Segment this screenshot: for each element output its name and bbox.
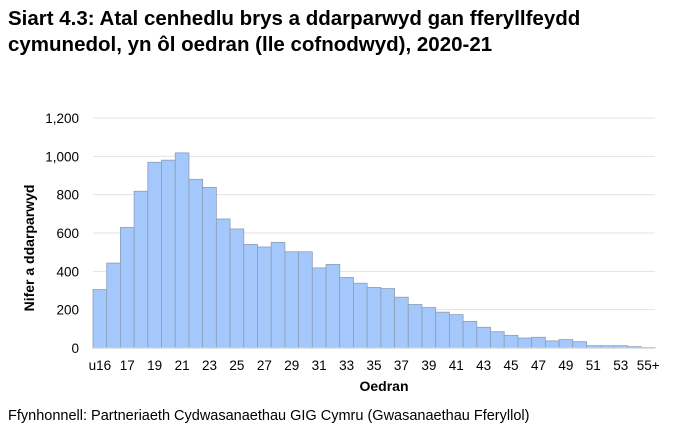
y-tick-label: 800 <box>56 188 79 203</box>
y-tick-label: 400 <box>56 264 79 279</box>
bar <box>243 244 258 349</box>
x-tick-label: u16 <box>89 358 112 373</box>
bar <box>503 334 519 349</box>
x-tick-label: 53 <box>613 358 628 373</box>
bar <box>161 159 176 349</box>
x-tick-label: 17 <box>120 358 135 373</box>
bar <box>215 218 231 349</box>
bar <box>435 311 450 349</box>
bar <box>92 289 108 349</box>
x-tick-label: 51 <box>586 358 601 373</box>
y-tick-label: 1,200 <box>45 111 79 126</box>
bar <box>339 277 354 349</box>
bar <box>421 307 437 349</box>
bar <box>311 267 327 349</box>
bar <box>558 339 574 349</box>
x-tick-label: 23 <box>202 358 217 373</box>
bar <box>284 251 300 349</box>
bar <box>147 161 162 349</box>
bar <box>120 227 135 349</box>
bar <box>380 288 395 349</box>
bar <box>325 264 341 349</box>
x-tick-label: 43 <box>476 358 491 373</box>
bar <box>531 336 546 349</box>
x-tick-label: 39 <box>421 358 436 373</box>
y-tick-label: 0 <box>71 341 79 356</box>
bar <box>353 282 368 349</box>
bar <box>572 341 587 349</box>
x-tick-label: 37 <box>394 358 409 373</box>
bar <box>133 190 149 349</box>
x-tick-label: 31 <box>312 358 327 373</box>
bar <box>366 287 382 349</box>
bar <box>257 246 272 349</box>
bar <box>476 326 491 349</box>
x-tick-label: 47 <box>531 358 546 373</box>
bar <box>517 337 533 349</box>
bar <box>490 331 505 349</box>
x-tick-label: 49 <box>558 358 573 373</box>
bar <box>448 314 464 349</box>
x-tick-label: 27 <box>257 358 272 373</box>
source-note: Ffynhonnell: Partneriaeth Cydwasanaethau… <box>8 408 530 424</box>
x-tick-label: 55+ <box>637 358 660 373</box>
x-tick-label: 35 <box>366 358 381 373</box>
bar <box>174 152 190 349</box>
bar <box>462 320 478 349</box>
bar <box>202 186 217 349</box>
bar <box>407 304 423 349</box>
bar <box>229 228 245 349</box>
y-tick-label: 200 <box>56 303 79 318</box>
chart-title: Siart 4.3: Atal cenhedlu brys a ddarparw… <box>8 7 581 56</box>
x-tick-label: 21 <box>175 358 190 373</box>
y-tick-label: 600 <box>56 226 79 241</box>
bar <box>544 340 560 349</box>
y-axis-label: Nifer a ddarparwyd <box>21 185 37 312</box>
bar <box>106 262 121 349</box>
y-tick-label: 1,000 <box>45 149 79 164</box>
x-axis-label: Oedran <box>359 378 408 394</box>
x-tick-label: 29 <box>284 358 299 373</box>
bar <box>298 251 313 349</box>
x-tick-label: 45 <box>504 358 519 373</box>
bar <box>270 241 286 349</box>
x-tick-label: 33 <box>339 358 354 373</box>
x-tick-label: 41 <box>449 358 464 373</box>
x-tick-label: 19 <box>147 358 162 373</box>
bar <box>188 178 204 349</box>
x-tick-label: 25 <box>229 358 244 373</box>
bar <box>394 296 409 349</box>
